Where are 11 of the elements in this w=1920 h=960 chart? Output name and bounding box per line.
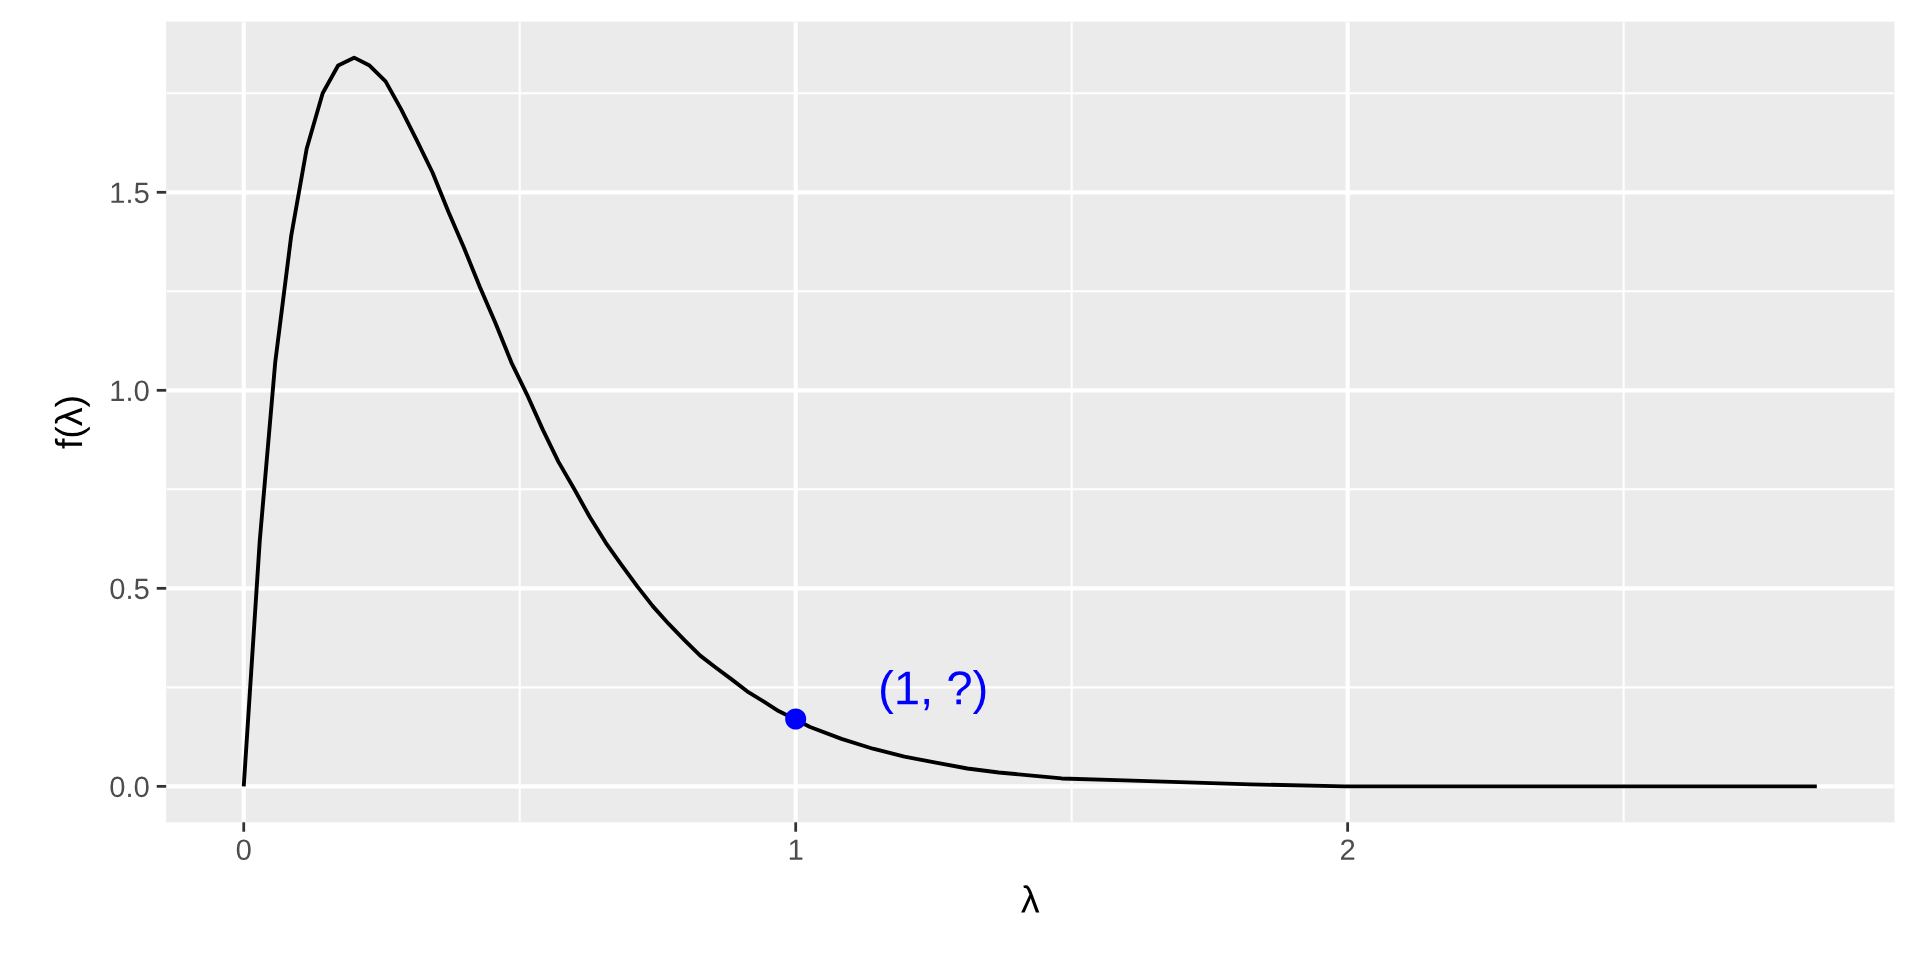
y-tick-label: 1.0 (111, 380, 149, 402)
y-tick-label: 1.5 (111, 182, 149, 204)
y-axis-title: f(λ) (54, 397, 90, 449)
line-series (241, 55, 1819, 789)
y-tick-label: 0.5 (110, 578, 149, 600)
x-axis-title: λ (1021, 885, 1040, 913)
x-tick-label: 1 (789, 839, 803, 860)
y-tick-label: 0.0 (110, 776, 149, 798)
x-tick-label: 0 (236, 839, 251, 861)
annotation: (1, ?) (881, 669, 986, 714)
x-tick-label: 2 (1341, 839, 1355, 860)
